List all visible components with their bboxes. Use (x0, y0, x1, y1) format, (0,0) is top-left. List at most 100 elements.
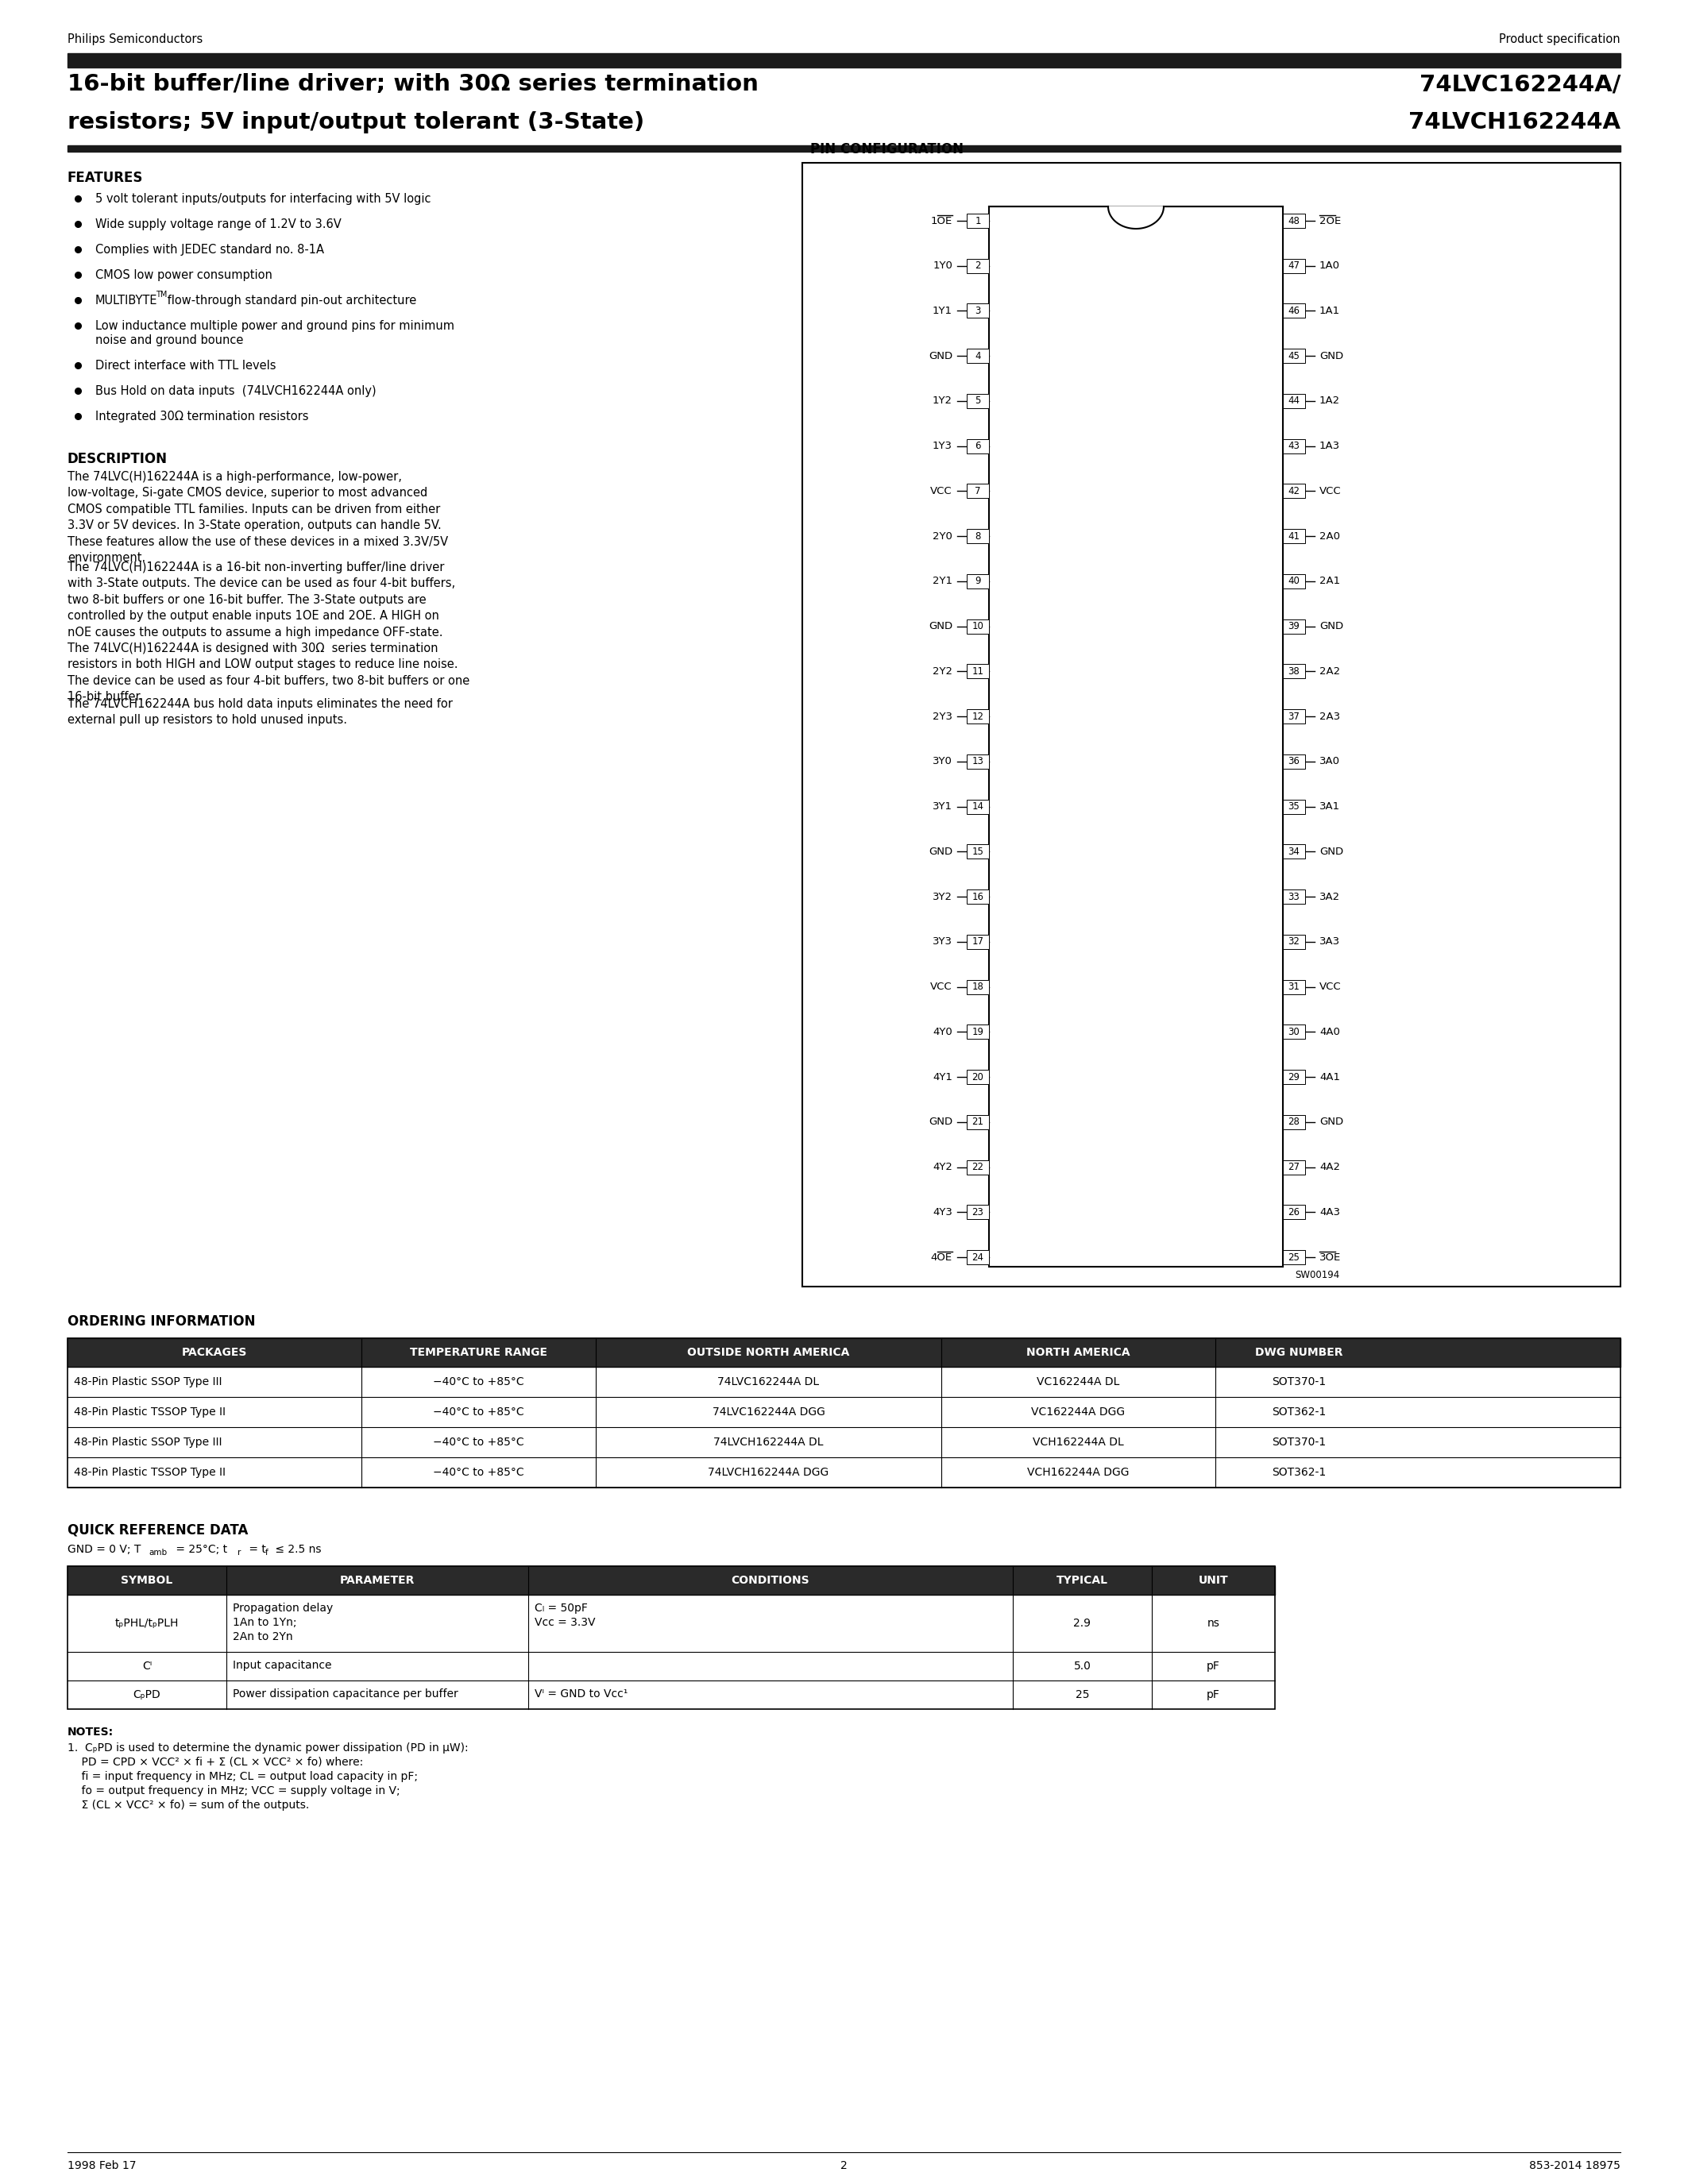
Text: 9: 9 (976, 577, 981, 587)
Text: 2.9: 2.9 (1074, 1618, 1090, 1629)
Text: 47: 47 (1288, 260, 1300, 271)
Text: 13: 13 (972, 756, 984, 767)
Bar (1283, 981, 1305, 994)
Bar (967, 1206, 989, 1219)
Text: 32: 32 (1288, 937, 1300, 948)
Text: 2: 2 (976, 260, 981, 271)
Text: tₚPHL/tₚPLH: tₚPHL/tₚPLH (115, 1618, 179, 1629)
Text: UNIT: UNIT (1198, 1575, 1229, 1586)
Bar (1283, 935, 1305, 948)
Text: SW00194: SW00194 (1295, 1269, 1340, 1280)
Text: PARAMETER: PARAMETER (339, 1575, 415, 1586)
Text: 48-Pin Plastic TSSOP Type II: 48-Pin Plastic TSSOP Type II (74, 1468, 226, 1479)
Bar (967, 529, 989, 544)
Text: 11: 11 (972, 666, 984, 677)
Text: SOT370-1: SOT370-1 (1271, 1437, 1325, 1448)
Text: 4Y3: 4Y3 (933, 1208, 952, 1216)
Text: Wide supply voltage range of 1.2V to 3.6V: Wide supply voltage range of 1.2V to 3.6… (95, 218, 341, 229)
Text: 74LVCH162244A DL: 74LVCH162244A DL (714, 1437, 824, 1448)
Text: 7: 7 (976, 487, 981, 496)
Text: 4A3: 4A3 (1320, 1208, 1340, 1216)
Bar (967, 1249, 989, 1265)
Text: 2Y2: 2Y2 (932, 666, 952, 677)
Text: −40°C to +85°C: −40°C to +85°C (434, 1437, 523, 1448)
Text: VCC: VCC (1320, 981, 1342, 992)
Bar (1283, 485, 1305, 498)
Text: GND: GND (1320, 1116, 1344, 1127)
Bar (967, 799, 989, 815)
Text: 4Y1: 4Y1 (933, 1072, 952, 1081)
Text: The 74LVC(H)162244A is a 16-bit non-inverting buffer/line driver
with 3-State ou: The 74LVC(H)162244A is a 16-bit non-inve… (68, 561, 469, 703)
Bar (1283, 439, 1305, 454)
Bar (989, 207, 1283, 1267)
Text: CₚPD: CₚPD (133, 1688, 160, 1701)
Text: Cᴵ: Cᴵ (142, 1660, 152, 1671)
Text: TEMPERATURE RANGE: TEMPERATURE RANGE (410, 1348, 547, 1358)
Bar (967, 710, 989, 723)
Text: 14: 14 (972, 802, 984, 812)
Text: f: f (265, 1548, 268, 1557)
Text: 29: 29 (1288, 1072, 1300, 1081)
Text: 46: 46 (1288, 306, 1300, 317)
Text: = t: = t (245, 1544, 267, 1555)
Text: TM: TM (155, 290, 167, 299)
Text: pF: pF (1207, 1688, 1220, 1701)
Text: VCC: VCC (1320, 487, 1342, 496)
Bar (1283, 1249, 1305, 1265)
Text: NOTES:: NOTES: (68, 1728, 113, 1738)
Text: ORDERING INFORMATION: ORDERING INFORMATION (68, 1315, 255, 1328)
Text: 2Y0: 2Y0 (933, 531, 952, 542)
Text: 1Y1: 1Y1 (932, 306, 952, 317)
Text: 74LVCH162244A: 74LVCH162244A (1408, 111, 1620, 133)
Text: CONDITIONS: CONDITIONS (731, 1575, 810, 1586)
Bar (1283, 258, 1305, 273)
Text: NORTH AMERICA: NORTH AMERICA (1026, 1348, 1131, 1358)
Bar (1283, 1160, 1305, 1175)
Text: 1Y3: 1Y3 (932, 441, 952, 452)
Bar (967, 574, 989, 587)
Bar (967, 349, 989, 363)
Bar (1283, 753, 1305, 769)
Text: 4A1: 4A1 (1320, 1072, 1340, 1081)
Text: 2Y1: 2Y1 (932, 577, 952, 587)
Text: FEATURES: FEATURES (68, 170, 143, 186)
Bar (1283, 1206, 1305, 1219)
Bar (1283, 1024, 1305, 1040)
Text: 1A1: 1A1 (1320, 306, 1340, 317)
Text: 30: 30 (1288, 1026, 1300, 1037)
Bar (802, 164, 1620, 1286)
Text: MULTIBYTE: MULTIBYTE (95, 295, 157, 306)
Text: 1Y0: 1Y0 (933, 260, 952, 271)
Text: Bus Hold on data inputs  (74LVCH162244A only): Bus Hold on data inputs (74LVCH162244A o… (95, 384, 376, 397)
Text: 3Y2: 3Y2 (932, 891, 952, 902)
Text: 3A1: 3A1 (1320, 802, 1340, 812)
Text: 1998 Feb 17: 1998 Feb 17 (68, 2160, 137, 2171)
Text: 17: 17 (972, 937, 984, 948)
Bar (68, 1339, 1620, 1367)
Bar (1283, 214, 1305, 227)
Text: 26: 26 (1288, 1208, 1300, 1216)
Text: GND: GND (928, 352, 952, 360)
Text: 2A0: 2A0 (1320, 531, 1340, 542)
Bar (967, 485, 989, 498)
Text: Vᴵ = GND to Vᴄᴄ¹: Vᴵ = GND to Vᴄᴄ¹ (535, 1688, 628, 1699)
Text: noise and ground bounce: noise and ground bounce (95, 334, 243, 347)
Polygon shape (1107, 207, 1163, 229)
Text: fo = output frequency in MHz; VCC = supply voltage in V;: fo = output frequency in MHz; VCC = supp… (68, 1784, 400, 1797)
Text: SOT362-1: SOT362-1 (1271, 1406, 1325, 1417)
Bar (967, 1024, 989, 1040)
Text: CMOS low power consumption: CMOS low power consumption (95, 269, 272, 282)
Text: Integrated 30Ω termination resistors: Integrated 30Ω termination resistors (95, 411, 309, 422)
Bar (967, 304, 989, 319)
Text: pF: pF (1207, 1660, 1220, 1671)
Text: 45: 45 (1288, 352, 1300, 360)
Text: DWG NUMBER: DWG NUMBER (1254, 1348, 1342, 1358)
Text: 25: 25 (1075, 1688, 1089, 1701)
Bar (967, 393, 989, 408)
Text: VCC: VCC (930, 981, 952, 992)
Text: VCC: VCC (930, 487, 952, 496)
Text: 38: 38 (1288, 666, 1300, 677)
Text: 1A0: 1A0 (1320, 260, 1340, 271)
Text: 3Y0: 3Y0 (933, 756, 952, 767)
Bar (1283, 1114, 1305, 1129)
